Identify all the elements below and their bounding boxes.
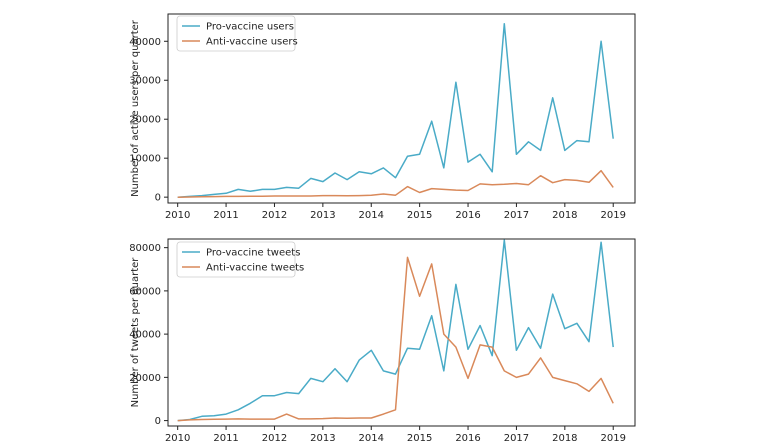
x-tick-label: 2016 [455, 210, 480, 221]
x-tick-label: 2012 [262, 433, 287, 444]
x-tick-label: 2011 [213, 433, 238, 444]
x-tick-label: 2010 [165, 210, 190, 221]
legend-label: Pro-vaccine users [206, 22, 294, 33]
panel-active-users: 2010 2011 2012 2013 2014 2015 2016 2017 2018 2019… [129, 13, 636, 221]
x-tick-label: 2018 [552, 210, 577, 221]
y-tick-label: 40000 [129, 330, 161, 341]
legend-anti-tweets: Anti-vaccine tweets [182, 263, 304, 274]
legend-pro-tweets: Pro-vaccine tweets [182, 248, 300, 259]
legend-label: Anti-vaccine tweets [206, 263, 304, 274]
legend: Pro-vaccine users Anti-vaccine users [176, 15, 298, 52]
legend-pro-users: Pro-vaccine users [182, 22, 294, 33]
y-tick-label: 10000 [129, 154, 161, 165]
y-tick-label: 30000 [129, 76, 161, 87]
y-tick-label: 60000 [129, 286, 161, 297]
axes-frame [167, 13, 636, 204]
pro-users-line [177, 22, 614, 198]
x-tick-label: 2016 [455, 433, 480, 444]
x-tick-label: 2017 [504, 210, 529, 221]
y-axis-label: Number of active users per quarter [130, 19, 141, 197]
x-tick-label: 2015 [407, 210, 432, 221]
x-tick-label: 2014 [359, 210, 384, 221]
x-tick-label: 2019 [600, 210, 625, 221]
legend-box [176, 15, 296, 52]
legend-box [176, 241, 296, 278]
anti-tweets-line [177, 256, 614, 422]
x-tick-label: 2019 [600, 433, 625, 444]
x-tick-label: 2013 [310, 433, 335, 444]
y-tick-label: 80000 [129, 243, 161, 254]
y-axis-label: Number of tweets per quarter [130, 257, 141, 408]
legend-label: Pro-vaccine tweets [206, 248, 300, 259]
y-tick-label: 20000 [129, 115, 161, 126]
x-tick-label: 2015 [407, 433, 432, 444]
legend-label: Anti-vaccine users [206, 37, 298, 48]
x-tick-label: 2013 [310, 210, 335, 221]
legend-anti-users: Anti-vaccine users [182, 37, 298, 48]
x-tick-label: 2014 [359, 433, 384, 444]
y-tick-label: 40000 [129, 37, 161, 48]
legend: Pro-vaccine tweets Anti-vaccine tweets [176, 241, 304, 278]
x-tick-label: 2010 [165, 433, 190, 444]
x-tick-label: 2017 [504, 433, 529, 444]
x-tick-label: 2018 [552, 433, 577, 444]
panel-tweets: 2010 2011 2012 2013 2014 2015 2016 2017 2018 2019… [129, 238, 636, 444]
axes-frame [167, 238, 636, 427]
x-tick-label: 2011 [213, 210, 238, 221]
y-tick-label: 20000 [129, 373, 161, 384]
pro-tweets-line [177, 239, 614, 422]
y-tick-label: 0 [155, 193, 161, 204]
y-tick-label: 0 [155, 416, 161, 427]
x-tick-label: 2012 [262, 210, 287, 221]
anti-users-line [177, 169, 614, 198]
